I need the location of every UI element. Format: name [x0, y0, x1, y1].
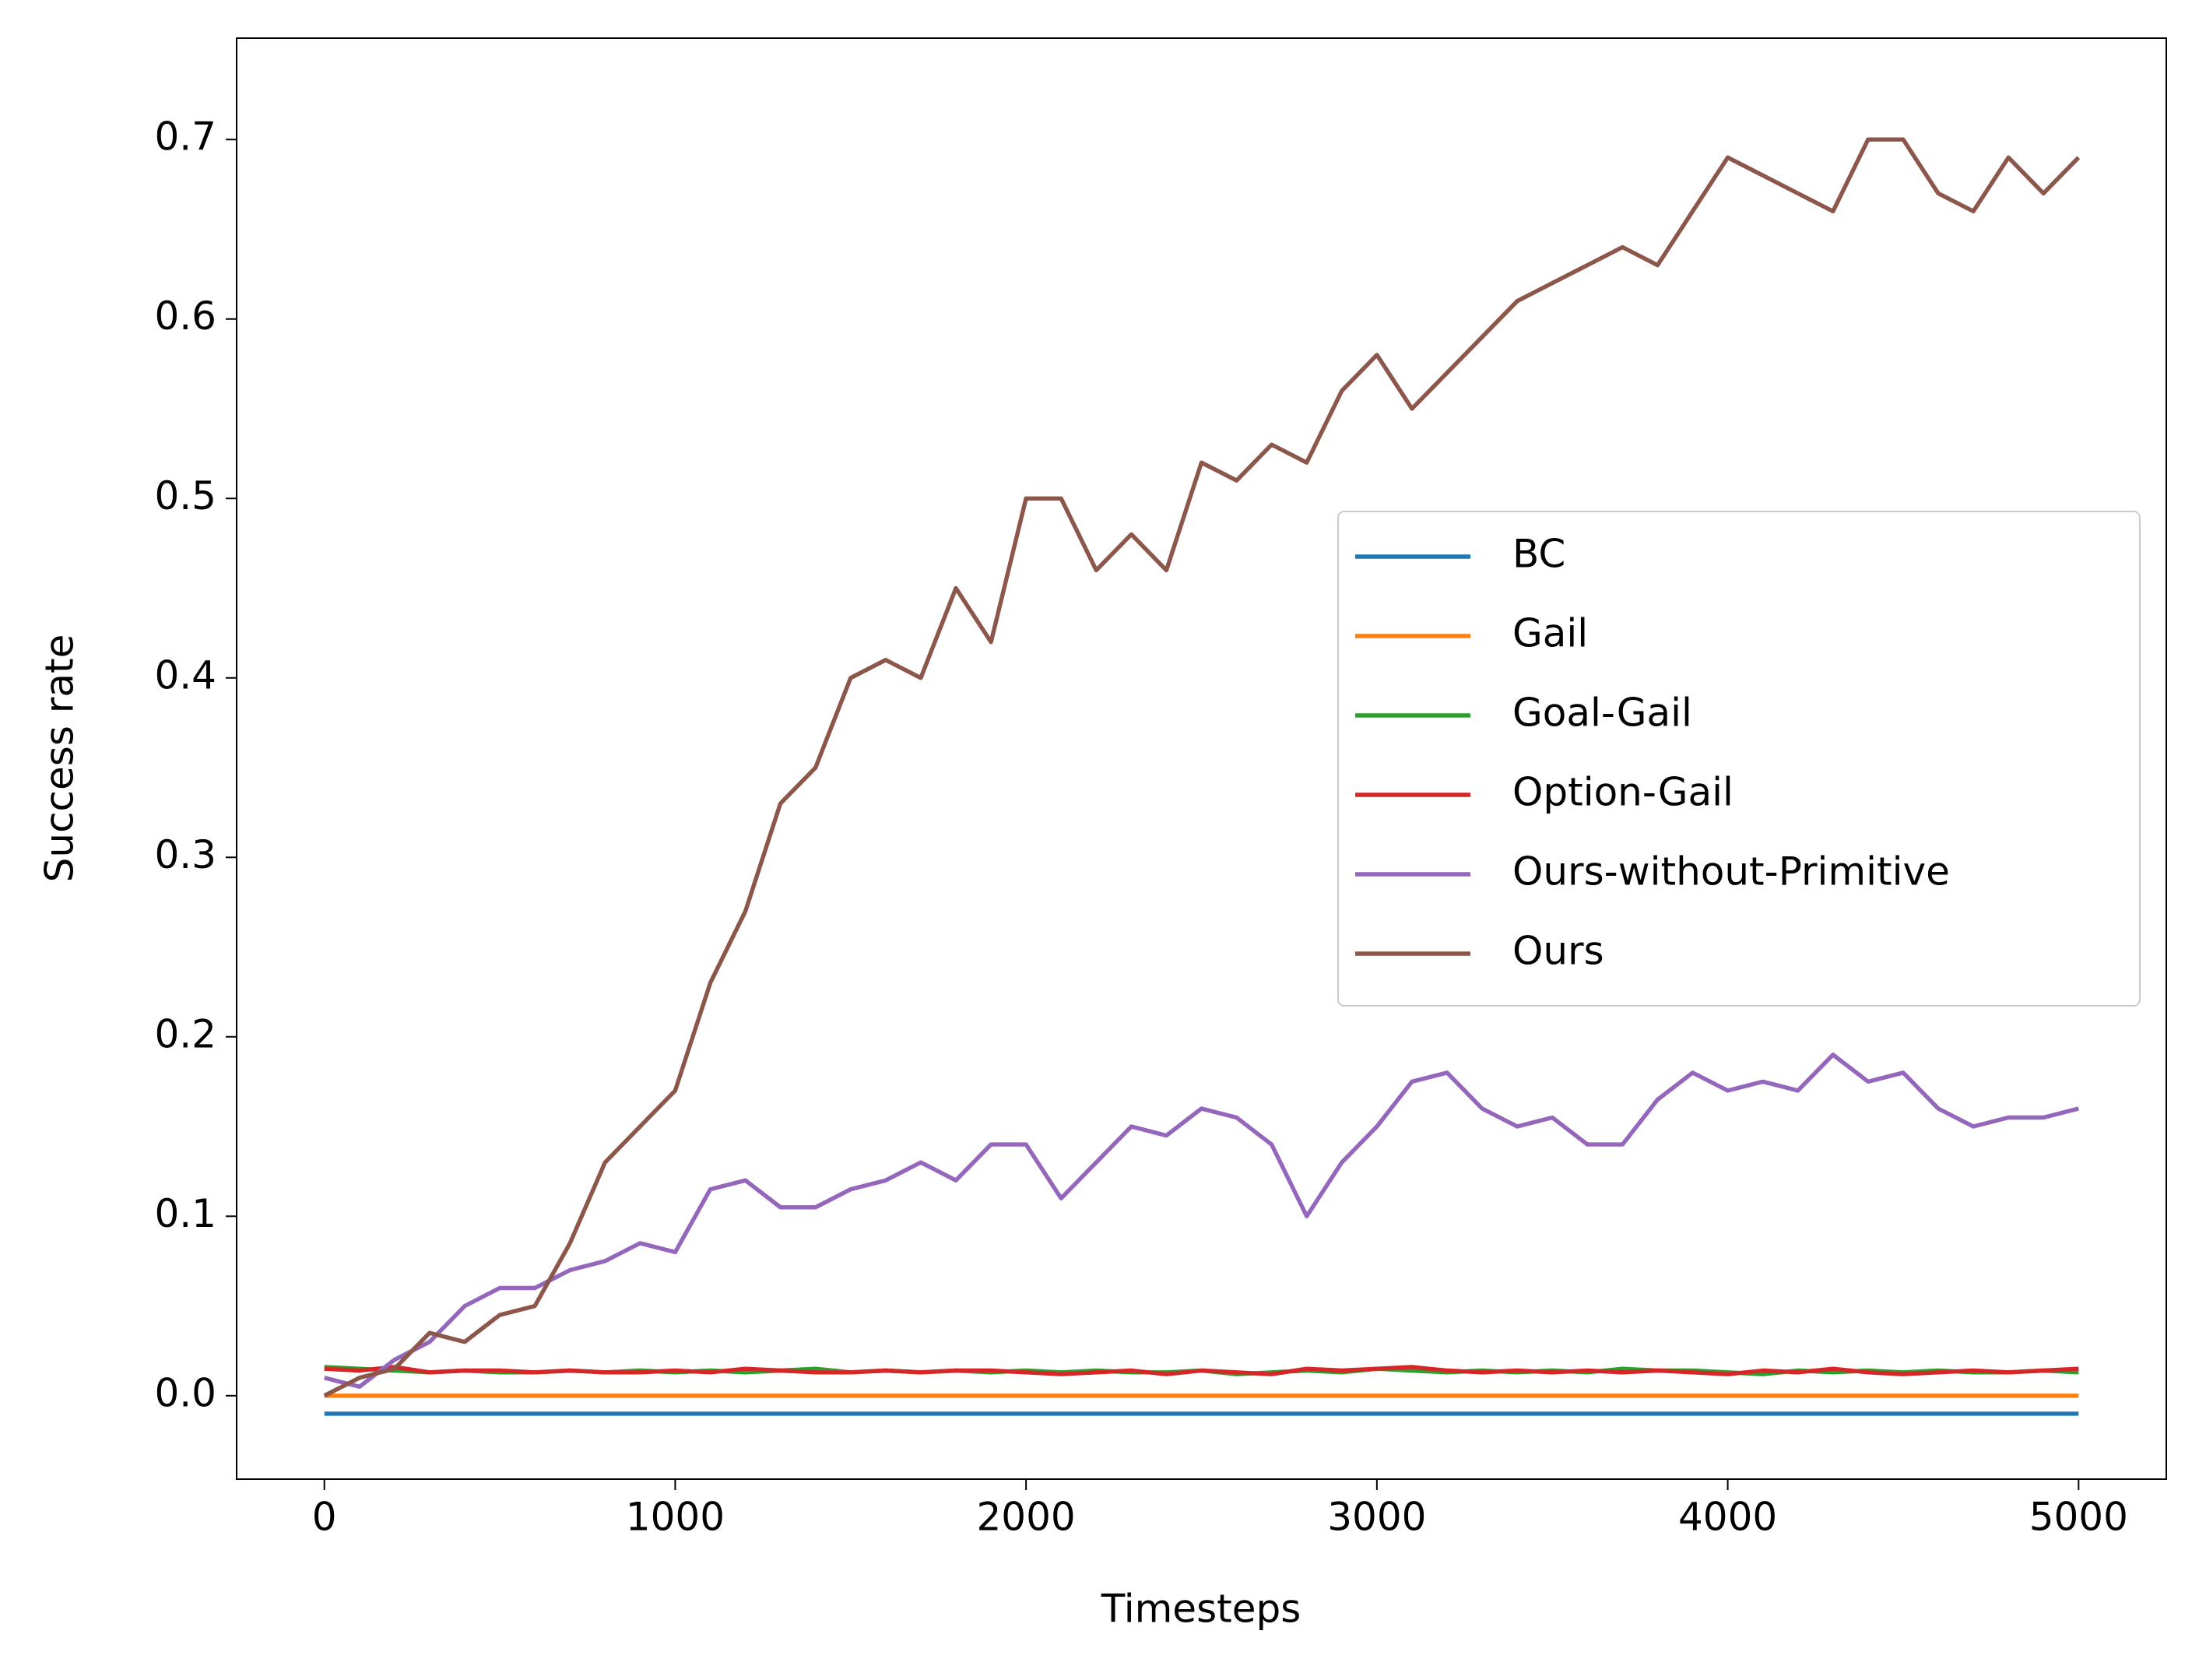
x-tick-label: 3000	[1327, 1495, 1426, 1540]
legend-label: Option-Gail	[1512, 770, 1734, 815]
legend-label: Ours	[1512, 929, 1604, 974]
x-tick-label: 5000	[2029, 1495, 2128, 1540]
x-tick-label: 2000	[977, 1495, 1076, 1540]
x-tick-label: 1000	[626, 1495, 725, 1540]
y-tick-label: 0.6	[154, 293, 216, 339]
data-line	[324, 1365, 2079, 1376]
legend-label: Goal-Gail	[1512, 691, 1692, 736]
x-tick-label: 0	[312, 1495, 337, 1540]
y-tick-label: 0.3	[154, 832, 216, 877]
legend-label: BC	[1512, 532, 1565, 577]
y-tick-label: 0.0	[154, 1370, 216, 1415]
data-line	[324, 1053, 2079, 1389]
x-tick-label: 4000	[1678, 1495, 1777, 1540]
legend-box	[1337, 511, 2141, 1007]
legend-label: Ours-without-Primitive	[1512, 849, 1950, 894]
y-tick-label: 0.1	[154, 1191, 216, 1236]
y-axis-label: Success rate	[37, 634, 83, 883]
x-axis-label: Timesteps	[1101, 1587, 1301, 1632]
y-tick-label: 0.5	[154, 473, 216, 518]
y-tick-label: 0.4	[154, 652, 216, 698]
y-tick-label: 0.2	[154, 1011, 216, 1056]
data-line	[323, 137, 2081, 1398]
plot-frame	[236, 37, 2167, 1480]
y-tick-label: 0.7	[154, 114, 216, 160]
legend-label: Gail	[1512, 611, 1588, 656]
